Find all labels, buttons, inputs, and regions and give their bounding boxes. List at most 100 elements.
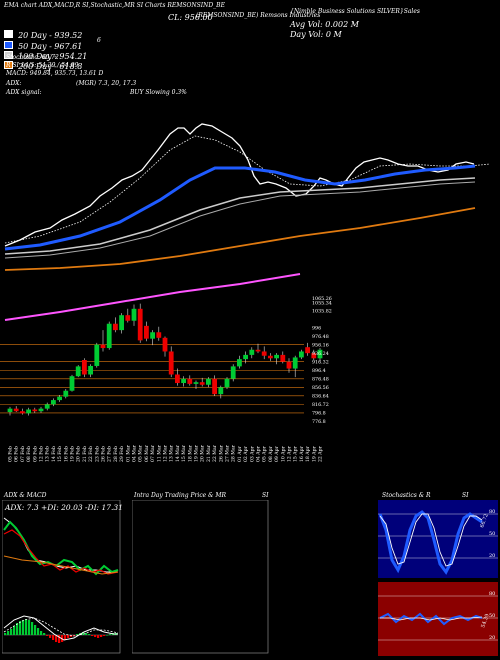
x-date-label: 08 Feb (26, 446, 32, 462)
candle-down (100, 344, 106, 349)
candle-down (144, 325, 149, 339)
x-date-label: 07 Feb (20, 446, 26, 462)
price-level-lines (0, 344, 304, 414)
y-tick-label: 996 (312, 326, 321, 332)
y-tick-label: 1035.82 (312, 309, 332, 315)
ema20-swatch (4, 29, 13, 38)
ema20-line (4, 135, 491, 244)
x-date-label: 22 Apr (318, 445, 324, 462)
x-axis-dates: 05 Feb 06 Feb 07 Feb 08 Feb 09 Feb 12 Feb 13 F… (8, 444, 324, 462)
macd-signal-line (3, 617, 119, 637)
x-date-label: 07 Mar (150, 444, 156, 462)
x-date-label: 19 Apr (311, 445, 317, 462)
candle-up (94, 344, 100, 366)
x-date-label: 27 Mar (225, 444, 231, 462)
macd-hist-bar (88, 634, 91, 635)
adx-signal-label: ADX signal: (6, 89, 42, 96)
candle-up (193, 382, 199, 384)
intraday-panel (132, 500, 269, 654)
ema100-label: 100 Day - 954.21 (18, 52, 88, 61)
trend-line (4, 273, 301, 321)
x-date-label: 08 Apr (268, 445, 274, 462)
macd-hist-bar (70, 635, 73, 637)
x-date-label: 06 Mar (144, 444, 150, 462)
avg-volume-label: Avg Vol: 0.002 M (290, 20, 359, 29)
candle-up (26, 409, 31, 414)
x-date-label: 20 Mar (200, 444, 206, 462)
macd-hist-bar (106, 635, 109, 636)
header-line1: {Nimble Business Solutions SILVER}Sales (290, 8, 420, 15)
x-date-label: 12 Feb (39, 446, 45, 462)
y-tick-label: 776.8 (312, 419, 326, 425)
candle-up (230, 366, 236, 379)
stoch-value-label: 66.72 (479, 513, 490, 529)
y-tick-label: 956.16 (312, 343, 329, 349)
macd-hist-bar (19, 621, 22, 635)
x-date-label: 01 Mar (125, 444, 131, 462)
y-tick-label: 796.8 (312, 411, 326, 417)
y-tick-label: 816.72 (312, 402, 329, 408)
intraday-panel-si: SI (262, 492, 269, 499)
ema50-line (4, 164, 476, 251)
day-volume-label: Day Vol: 0 M (290, 30, 342, 39)
x-date-label: 15 Feb (57, 446, 63, 462)
macd-hist-bar (4, 633, 7, 635)
macd-hist-bar (22, 620, 25, 635)
adx-orange-line (3, 555, 119, 575)
macd-hist-bar (16, 623, 19, 635)
header-ticker: (REMSONSIND_BE) Remsons Industries (196, 12, 321, 19)
macd-hist-bar (7, 631, 10, 635)
x-date-label: 28 Feb (113, 446, 119, 462)
candle-down (212, 378, 217, 395)
macd-hist-bar (40, 631, 43, 635)
y-tick-label: 1065.26 (312, 296, 332, 302)
macd-hist-bar (73, 635, 76, 636)
macd-hist-bar (64, 635, 67, 640)
candle-down (311, 353, 317, 359)
macd-hist-bar (55, 635, 58, 642)
stoch-tick-80: 80 (489, 509, 495, 515)
adx-values-text: ADX: 7.3 +DI: 20.03 -DI: 17.31 (4, 503, 122, 512)
stoch-tick-20: 20 (489, 553, 495, 559)
candle-down (162, 337, 168, 352)
macd-hist-bar (52, 635, 55, 640)
candle-up (75, 366, 81, 377)
rsi-label: R SI 14/5: 54.39 / 54.89 (6, 62, 79, 69)
close-price-label: CL: 956.00 (168, 13, 213, 22)
y-tick-label: 1055.34 (312, 300, 332, 306)
macd-hist-bar (10, 629, 13, 635)
macd-hist-bar (91, 635, 94, 636)
candle-up (119, 315, 124, 331)
x-date-label: 21 Feb (82, 446, 88, 462)
y-tick-label: 876.48 (312, 377, 329, 383)
macd-hist-bar (76, 634, 79, 635)
x-date-label: 10 Apr (280, 445, 286, 462)
candle-up (181, 378, 186, 384)
x-date-label: 29 Feb (119, 446, 125, 462)
x-date-label: 18 Mar (187, 444, 193, 462)
rsi-signal-line (380, 616, 483, 621)
candle-up (243, 354, 248, 360)
candle-up (150, 332, 155, 339)
ema50-label: 50 Day - 967.61 (18, 42, 83, 51)
adx-panel-title: ADX & MACD (4, 492, 47, 499)
candle-down (125, 315, 131, 321)
x-date-label: 09 Apr (274, 445, 280, 462)
x-date-label: 04 Apr (256, 445, 262, 462)
x-date-label: 27 Feb (107, 446, 113, 462)
ema20-label: 20 Day - 939.52 (18, 31, 83, 40)
macd-hist-bar (46, 635, 49, 636)
candle-up (274, 354, 279, 359)
candle-down (20, 411, 25, 414)
rsi-line (379, 612, 483, 626)
x-date-label: 18 Apr (305, 445, 311, 462)
candle-up (7, 408, 13, 413)
candle-up (106, 323, 112, 349)
x-date-label: 22 Mar (212, 444, 218, 462)
y-tick-label: 936.24 (312, 351, 329, 357)
ema200-label: 200 Day - 618.8 (18, 62, 83, 71)
ema200-line (4, 207, 476, 271)
x-date-label: 22 Feb (88, 446, 94, 462)
x-date-label: 05 Feb (8, 446, 14, 462)
x-date-label: 14 Mar (175, 444, 181, 462)
